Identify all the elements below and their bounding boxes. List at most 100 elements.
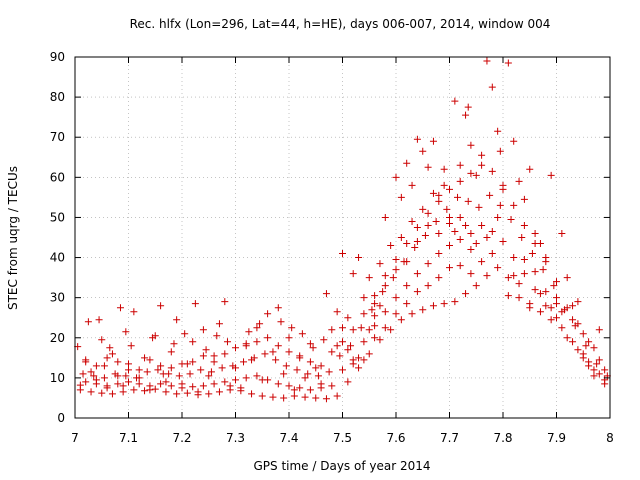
data-point — [178, 360, 186, 368]
y-tick-label: 40 — [50, 251, 65, 265]
data-point — [135, 366, 143, 374]
data-point — [205, 390, 213, 398]
data-point — [194, 391, 202, 399]
data-point — [304, 370, 312, 378]
data-point — [408, 217, 416, 225]
data-point — [486, 191, 494, 199]
data-point — [242, 374, 250, 382]
data-point — [232, 376, 239, 384]
data-point — [403, 282, 411, 290]
data-point — [285, 348, 293, 356]
data-point — [488, 227, 496, 235]
data-point — [381, 324, 389, 332]
data-point — [536, 290, 544, 298]
data-point — [229, 362, 237, 370]
data-point — [579, 354, 587, 362]
data-point — [210, 380, 218, 388]
data-point — [381, 272, 389, 280]
y-tick-label: 70 — [50, 130, 65, 144]
data-point — [429, 189, 437, 197]
data-point — [467, 270, 475, 278]
data-point — [579, 330, 587, 338]
data-point — [563, 334, 571, 342]
data-point — [531, 229, 539, 237]
data-point — [467, 229, 475, 237]
data-point — [282, 362, 290, 370]
y-tick-label: 20 — [50, 331, 65, 345]
data-point — [558, 229, 566, 237]
data-point — [306, 358, 314, 366]
data-point — [403, 300, 411, 308]
data-point — [205, 372, 213, 380]
data-point — [210, 358, 218, 366]
data-point — [488, 83, 496, 91]
data-point — [317, 362, 325, 370]
data-point — [528, 250, 536, 258]
data-point — [130, 308, 138, 316]
data-point — [520, 195, 528, 203]
data-point — [320, 336, 328, 344]
data-point — [245, 328, 253, 336]
data-point — [119, 382, 127, 390]
data-point — [339, 250, 346, 258]
x-tick-label: 8 — [606, 431, 614, 445]
data-point — [419, 205, 427, 213]
data-point — [253, 372, 261, 380]
y-tick-label: 80 — [50, 90, 65, 104]
data-point — [100, 362, 108, 370]
data-point — [397, 316, 405, 324]
data-point — [456, 262, 464, 270]
data-point — [392, 266, 400, 274]
data-point — [253, 324, 261, 332]
data-point — [376, 336, 384, 344]
data-point — [157, 380, 165, 388]
data-point — [360, 310, 368, 318]
data-point — [467, 246, 475, 254]
data-point — [189, 383, 197, 391]
data-point — [125, 378, 132, 386]
data-point — [333, 308, 341, 316]
data-point — [111, 370, 119, 378]
data-point — [274, 342, 282, 350]
data-point — [191, 300, 199, 308]
data-point — [114, 380, 122, 388]
data-point — [526, 300, 534, 308]
data-point — [349, 270, 357, 278]
data-point — [381, 213, 389, 221]
data-point — [92, 362, 100, 370]
data-point — [424, 163, 432, 171]
data-point — [467, 169, 475, 177]
data-point — [443, 205, 451, 213]
data-point — [510, 137, 518, 145]
data-point — [515, 177, 523, 185]
data-point — [215, 388, 223, 396]
data-point — [478, 221, 486, 229]
data-point — [261, 350, 269, 358]
data-point — [494, 127, 502, 135]
data-point — [237, 387, 245, 395]
data-point — [240, 358, 248, 366]
data-point — [339, 338, 346, 346]
x-tick-label: 7.2 — [172, 431, 191, 445]
data-point — [146, 356, 154, 364]
data-point — [103, 354, 111, 362]
data-point — [569, 316, 577, 324]
data-point — [547, 304, 555, 312]
data-point — [451, 97, 459, 105]
data-point — [355, 354, 363, 362]
y-tick-label: 90 — [50, 50, 65, 64]
data-point — [467, 141, 475, 149]
x-tick-label: 7.7 — [440, 431, 459, 445]
data-point — [274, 304, 282, 312]
data-point — [456, 213, 464, 221]
data-point — [424, 282, 432, 290]
y-tick-label: 30 — [50, 291, 65, 305]
data-point — [149, 334, 157, 342]
data-point — [130, 386, 138, 394]
data-point — [413, 135, 421, 143]
data-point — [510, 201, 518, 209]
data-point — [518, 234, 526, 241]
data-point — [141, 354, 149, 362]
data-point — [339, 366, 346, 374]
data-point — [526, 165, 534, 173]
